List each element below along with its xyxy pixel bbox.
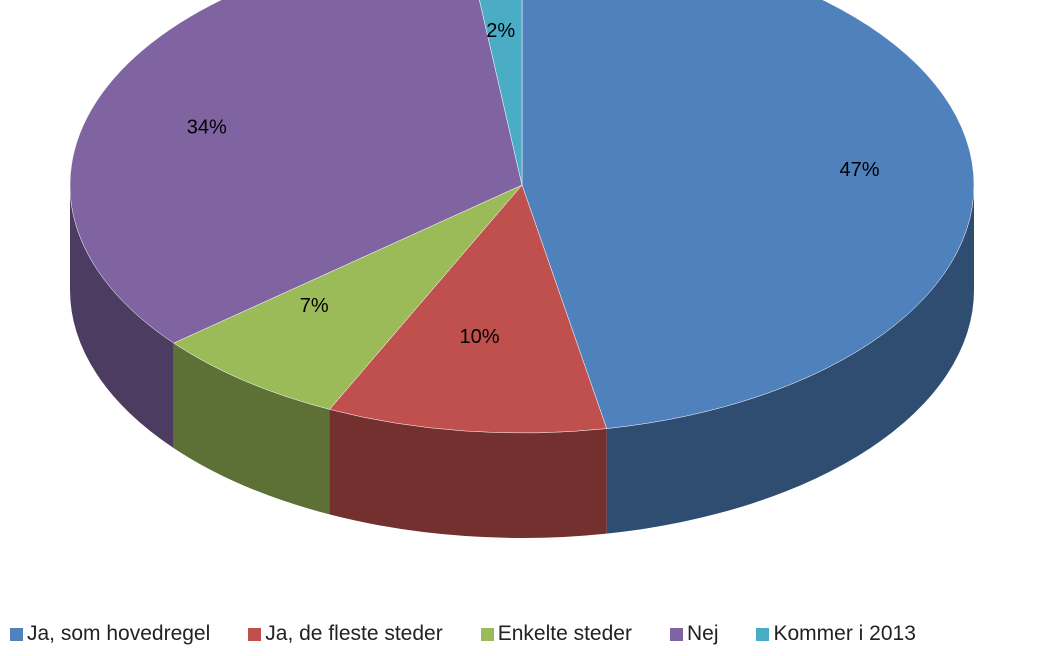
data-label: 47%	[839, 159, 879, 181]
data-label: 34%	[187, 117, 227, 139]
slice	[329, 184, 608, 434]
slice	[69, 0, 523, 344]
legend-swatch	[756, 627, 770, 641]
slice-side	[173, 343, 330, 515]
legend-swatch	[248, 627, 262, 641]
legend: Ja, som hovedregel Ja, de fleste steder En…	[10, 622, 916, 646]
slice	[173, 184, 523, 410]
legend-swatch	[10, 627, 23, 641]
legend-label: Ja, som hovedregel	[27, 622, 211, 645]
legend-item: Kommer i 2013	[756, 622, 916, 646]
legend-item: Ja, som hovedregel	[10, 622, 210, 646]
legend-swatch	[480, 627, 494, 641]
data-label: 7%	[300, 295, 329, 317]
legend-label: Enkelte steder	[497, 622, 632, 645]
slice-side	[329, 409, 607, 538]
data-label: 10%	[459, 326, 499, 348]
legend-item: Nej	[669, 622, 719, 646]
slice	[521, 0, 975, 429]
legend-label: Nej	[686, 622, 719, 645]
legend-item: Enkelte steder	[480, 622, 632, 646]
slice	[479, 0, 523, 186]
legend-item: Ja, de fleste steder	[248, 622, 443, 646]
chart: 47% 10% 7% 34% 2%	[69, 0, 975, 538]
data-label: 2%	[486, 20, 515, 42]
slice-side	[70, 185, 174, 449]
slice-side	[606, 185, 974, 534]
legend-label: Kommer i 2013	[773, 622, 916, 645]
legend-label: Ja, de fleste steder	[265, 622, 443, 645]
legend-swatch	[669, 627, 683, 641]
